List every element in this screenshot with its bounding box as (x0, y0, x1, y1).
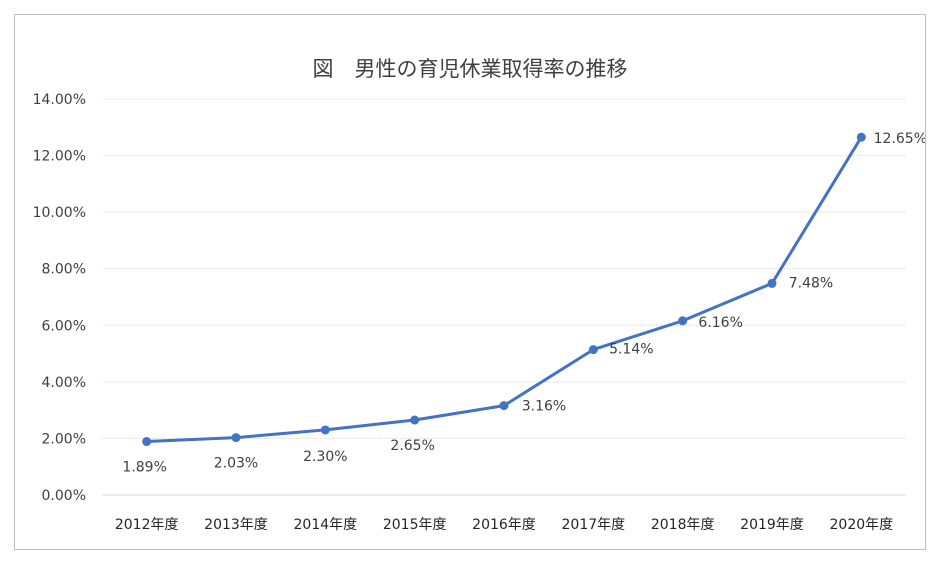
data-point (856, 132, 866, 142)
data-labels: 1.89% 2.03% 2.30% 2.65% 3.16% 5.14% 6.16% 7.48%… (122, 131, 925, 475)
y-tick-label: 14.00% (33, 92, 86, 108)
y-tick-label: 12.00% (33, 149, 86, 165)
data-point (678, 316, 688, 326)
data-point (588, 345, 598, 355)
y-tick-label: 6.00% (42, 318, 86, 334)
chart-frame: 図 男性の育児休業取得率の推移 0.00% 2.00% 4.00% 6.00% 8.00… (14, 14, 926, 550)
data-point (499, 401, 509, 411)
x-tick-label: 2019年度 (740, 517, 804, 533)
x-tick-label: 2020年度 (830, 517, 894, 533)
data-label: 12.65% (874, 131, 925, 147)
data-point (410, 415, 420, 425)
x-tick-label: 2015年度 (383, 517, 447, 533)
y-tick-label: 0.00% (42, 488, 86, 504)
y-tick-label: 2.00% (42, 431, 86, 447)
y-tick-label: 10.00% (33, 205, 86, 221)
data-point (767, 278, 777, 288)
gridlines (102, 98, 906, 496)
x-tick-label: 2013年度 (204, 517, 268, 533)
data-label: 3.16% (522, 399, 566, 415)
x-tick-label: 2012年度 (115, 517, 179, 533)
y-axis-ticks: 0.00% 2.00% 4.00% 6.00% 8.00% 10.00% 12.00% 14.… (33, 92, 86, 504)
data-label: 1.89% (122, 460, 166, 476)
data-label: 2.30% (303, 449, 347, 465)
chart-title: 図 男性の育児休業取得率の推移 (313, 57, 628, 81)
x-tick-label: 2018年度 (651, 517, 715, 533)
data-point (231, 433, 241, 443)
series-line (145, 135, 863, 443)
data-point (320, 425, 330, 435)
data-label: 7.48% (789, 275, 833, 291)
x-tick-label: 2017年度 (562, 517, 626, 533)
y-tick-label: 4.00% (42, 375, 86, 391)
data-label: 6.16% (698, 315, 742, 331)
y-tick-label: 8.00% (42, 262, 86, 278)
data-label: 2.03% (214, 456, 258, 472)
x-axis-ticks: 2012年度 2013年度 2014年度 2015年度 2016年度 2017年度 2018… (115, 517, 893, 533)
data-label: 2.65% (390, 438, 434, 454)
data-label: 5.14% (609, 342, 653, 358)
x-tick-label: 2014年度 (294, 517, 358, 533)
line-chart: 図 男性の育児休業取得率の推移 0.00% 2.00% 4.00% 6.00% 8.00… (33, 57, 925, 533)
series-layer (142, 132, 866, 447)
data-point (142, 437, 152, 447)
x-tick-label: 2016年度 (472, 517, 536, 533)
